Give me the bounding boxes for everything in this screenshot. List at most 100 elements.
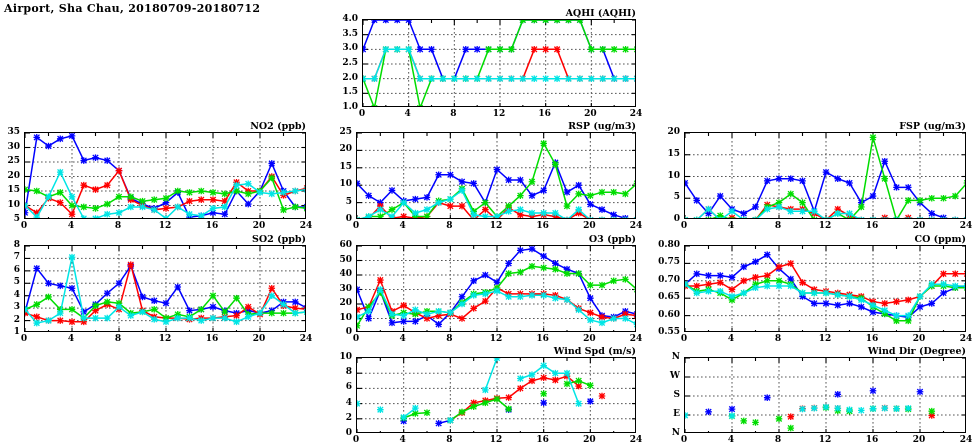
chart-title-aqhi: AQHI (AQHI) (565, 8, 636, 19)
ytick-co-5: 0.80 (658, 240, 680, 250)
ytick-windspd-1: 2 (345, 412, 352, 423)
xtick-so2-3: 12 (158, 334, 172, 344)
xtick-no2-4: 16 (205, 221, 219, 231)
xtick-fsp-5: 20 (912, 221, 926, 231)
chart-title-winddir: Wind Dir (Degree) (867, 346, 966, 357)
ytick-no2-3: 20 (7, 170, 20, 181)
xtick-winddir-4: 16 (865, 435, 879, 445)
plot-area-winddir (684, 357, 966, 433)
chart-title-co: CO (ppm) (914, 234, 966, 245)
xtick-so2-4: 16 (205, 334, 219, 344)
ytick-o3-4: 40 (339, 269, 352, 279)
plot-area-so2 (24, 245, 306, 332)
xtick-no2-0: 0 (20, 221, 28, 231)
xtick-no2-6: 24 (299, 221, 313, 231)
ytick-winddir-0: N (671, 428, 680, 438)
ytick-fsp-1: 5 (673, 192, 680, 203)
xtick-windspd-3: 12 (489, 435, 503, 445)
ytick-o3-6: 60 (339, 240, 352, 250)
xtick-o3-2: 8 (446, 334, 453, 344)
plot-area-no2 (24, 132, 306, 219)
ytick-aqhi-2: 2.0 (342, 72, 358, 83)
xtick-rsp-0: 0 (352, 221, 360, 231)
ytick-co-0: 0.55 (658, 327, 680, 337)
xtick-windspd-4: 16 (536, 435, 549, 445)
xtick-co-3: 12 (818, 334, 832, 344)
xtick-o3-3: 12 (489, 334, 503, 344)
plot-area-windspd (356, 357, 636, 433)
ytick-winddir-3: W (669, 371, 680, 381)
chart-title-so2: SO2 (ppb) (252, 234, 306, 245)
xtick-winddir-0: 0 (680, 435, 688, 445)
xtick-rsp-4: 16 (536, 221, 549, 231)
ytick-no2-1: 10 (7, 199, 20, 210)
ytick-winddir-1: E (673, 409, 680, 419)
ytick-rsp-3: 15 (339, 161, 352, 172)
xtick-aqhi-1: 4 (404, 109, 411, 119)
xtick-so2-2: 8 (114, 334, 122, 344)
xtick-o3-4: 16 (536, 334, 549, 344)
ytick-so2-6: 7 (13, 252, 20, 263)
xtick-fsp-3: 12 (818, 221, 832, 231)
xtick-o3-0: 0 (352, 334, 360, 344)
plot-area-fsp (684, 132, 966, 219)
xtick-aqhi-6: 24 (629, 109, 643, 119)
ytick-co-4: 0.75 (658, 257, 680, 268)
ytick-windspd-2: 4 (345, 397, 352, 408)
ytick-co-1: 0.60 (658, 309, 680, 320)
xtick-o3-5: 20 (583, 334, 596, 344)
ytick-windspd-3: 6 (345, 382, 352, 393)
xtick-aqhi-2: 8 (450, 109, 457, 119)
plot-area-co (684, 245, 966, 332)
xtick-so2-6: 24 (299, 334, 313, 344)
xtick-co-0: 0 (680, 334, 688, 344)
ytick-windspd-4: 8 (345, 367, 352, 378)
xtick-windspd-6: 24 (629, 435, 643, 445)
xtick-fsp-0: 0 (680, 221, 688, 231)
ytick-o3-1: 10 (339, 312, 352, 323)
xtick-no2-1: 4 (67, 221, 75, 231)
xtick-aqhi-3: 12 (492, 109, 506, 119)
xtick-aqhi-4: 16 (538, 109, 551, 119)
ytick-no2-2: 15 (7, 185, 20, 195)
chart-title-no2: NO2 (ppb) (250, 121, 306, 132)
ytick-o3-0: 0 (345, 327, 352, 337)
ytick-fsp-0: 0 (673, 214, 680, 224)
chart-title-windspd: Wind Spd (m/s) (553, 346, 636, 357)
xtick-co-6: 24 (959, 334, 973, 344)
ytick-fsp-3: 15 (667, 148, 680, 159)
ytick-rsp-4: 20 (339, 144, 352, 155)
xtick-so2-5: 20 (252, 334, 266, 344)
ytick-aqhi-0: 1.0 (342, 102, 358, 112)
xtick-co-2: 8 (774, 334, 782, 344)
ytick-so2-3: 4 (13, 289, 20, 300)
xtick-windspd-5: 20 (583, 435, 596, 445)
xtick-windspd-0: 0 (352, 435, 360, 445)
xtick-winddir-2: 8 (774, 435, 782, 445)
ytick-co-3: 0.70 (658, 274, 680, 285)
ytick-o3-5: 50 (339, 254, 352, 265)
ytick-rsp-5: 25 (339, 127, 352, 137)
xtick-aqhi-5: 20 (584, 109, 597, 119)
ytick-windspd-5: 10 (339, 352, 352, 362)
ytick-rsp-2: 10 (339, 179, 352, 190)
ytick-aqhi-1: 1.5 (342, 87, 358, 98)
xtick-rsp-2: 8 (446, 221, 453, 231)
chart-title-fsp: FSP (ug/m3) (899, 121, 966, 132)
ytick-so2-2: 3 (13, 302, 20, 313)
ytick-no2-4: 25 (7, 156, 20, 166)
ytick-aqhi-3: 2.5 (342, 58, 358, 68)
xtick-o3-6: 24 (629, 334, 643, 344)
xtick-so2-1: 4 (67, 334, 75, 344)
ytick-o3-2: 20 (339, 298, 352, 308)
ytick-so2-5: 6 (13, 264, 20, 275)
ytick-aqhi-4: 3.0 (342, 43, 358, 54)
ytick-winddir-2: S (673, 390, 681, 400)
